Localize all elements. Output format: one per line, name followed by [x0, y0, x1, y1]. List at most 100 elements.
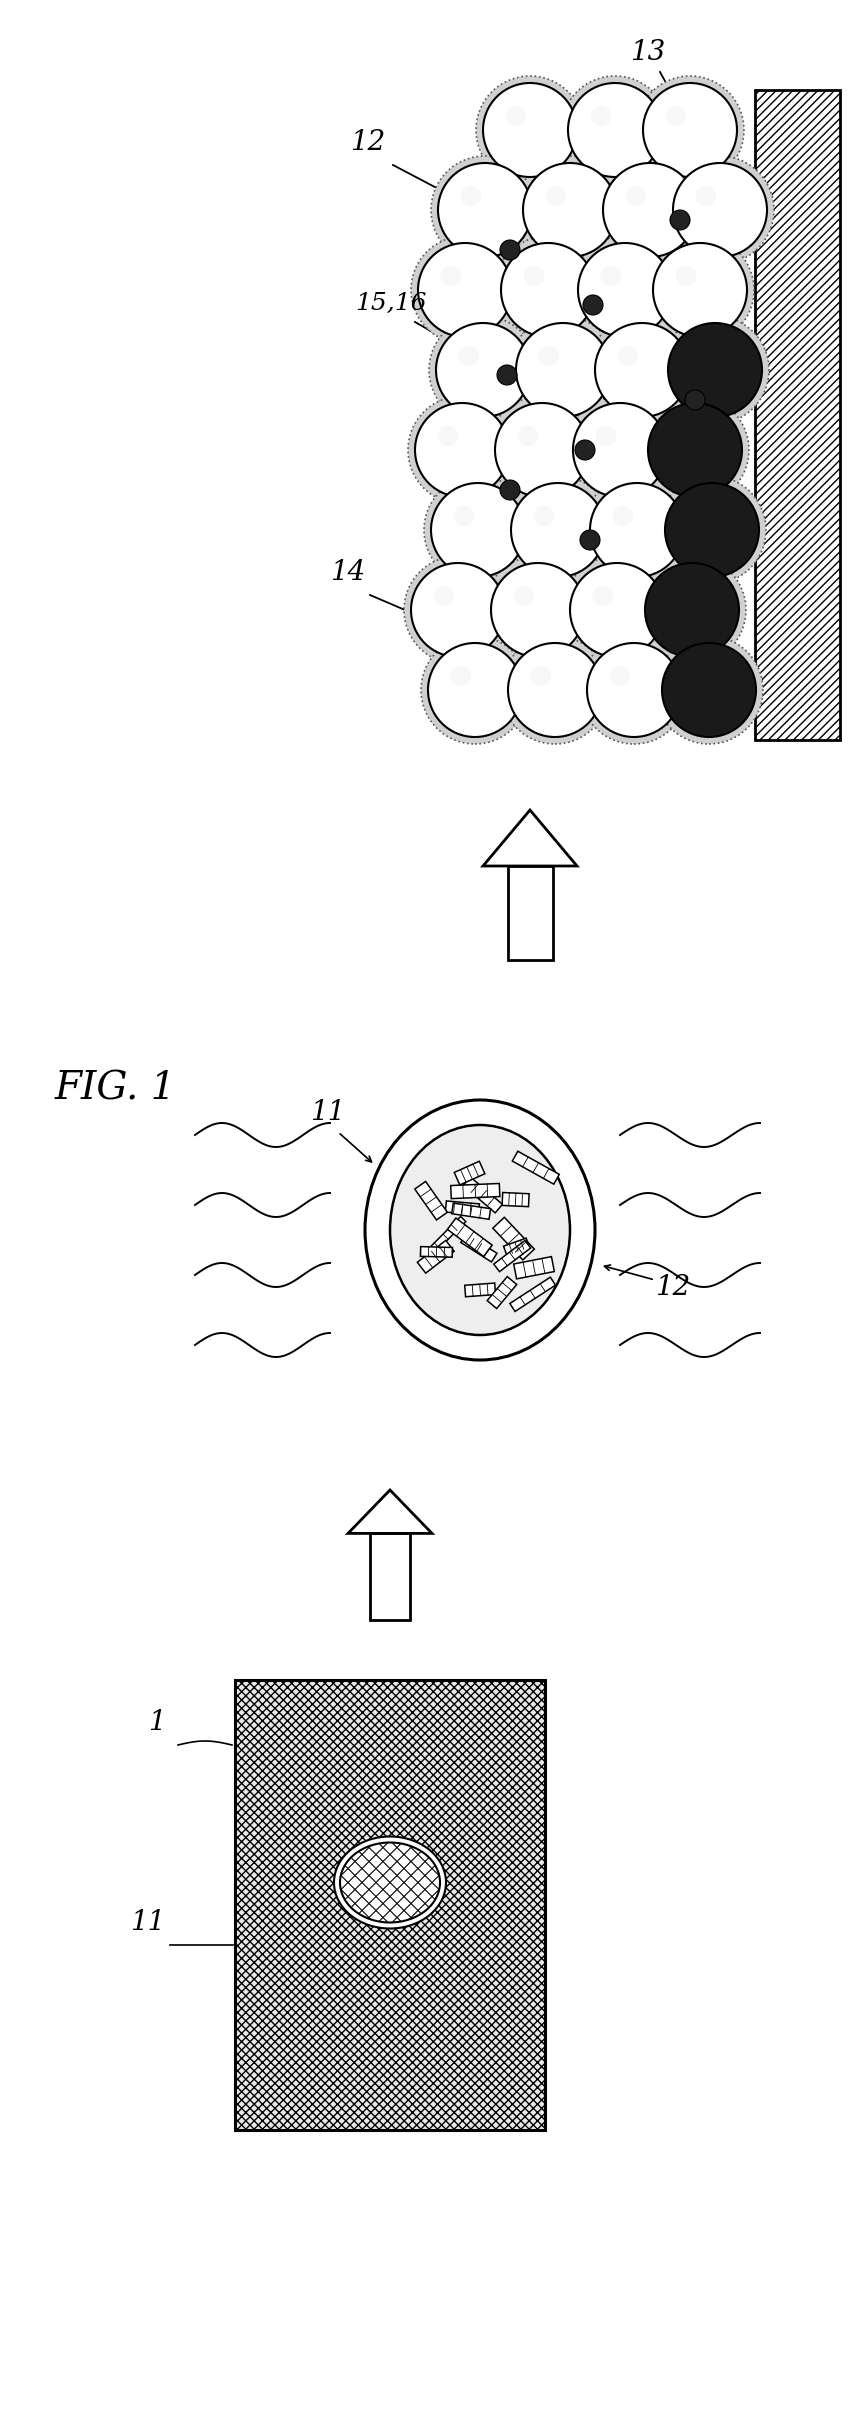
Circle shape	[533, 506, 554, 525]
Circle shape	[430, 482, 524, 578]
Circle shape	[573, 402, 666, 496]
Circle shape	[594, 323, 688, 417]
Circle shape	[665, 106, 685, 125]
Circle shape	[642, 82, 736, 176]
Circle shape	[437, 426, 458, 446]
Bar	[369, 1535, 410, 1619]
Circle shape	[523, 164, 616, 258]
Circle shape	[657, 477, 765, 583]
Circle shape	[635, 77, 743, 183]
Circle shape	[661, 643, 755, 737]
Polygon shape	[348, 1491, 431, 1535]
FancyBboxPatch shape	[502, 1192, 529, 1207]
Circle shape	[609, 665, 629, 687]
Circle shape	[582, 294, 603, 316]
Text: 1: 1	[148, 1708, 165, 1737]
Circle shape	[545, 185, 566, 207]
FancyBboxPatch shape	[503, 1238, 529, 1255]
Circle shape	[523, 265, 543, 287]
Circle shape	[508, 316, 616, 424]
Circle shape	[695, 185, 715, 207]
Circle shape	[487, 395, 595, 503]
Circle shape	[450, 665, 471, 687]
Bar	[507, 865, 553, 961]
Circle shape	[586, 643, 680, 737]
FancyBboxPatch shape	[454, 1161, 484, 1185]
Text: 11: 11	[310, 1099, 345, 1125]
FancyBboxPatch shape	[486, 1277, 516, 1308]
Circle shape	[566, 395, 673, 503]
Circle shape	[460, 185, 480, 207]
Circle shape	[625, 185, 646, 207]
Circle shape	[578, 243, 672, 337]
Circle shape	[675, 265, 696, 287]
FancyBboxPatch shape	[425, 1217, 465, 1257]
Circle shape	[458, 344, 479, 366]
Circle shape	[407, 395, 516, 503]
Circle shape	[569, 564, 663, 658]
Text: 12: 12	[350, 130, 385, 157]
FancyBboxPatch shape	[450, 1183, 499, 1200]
Ellipse shape	[333, 1836, 445, 1930]
FancyBboxPatch shape	[493, 1241, 530, 1272]
FancyBboxPatch shape	[492, 1217, 534, 1260]
Circle shape	[582, 477, 691, 583]
Circle shape	[453, 506, 474, 525]
Circle shape	[424, 477, 531, 583]
Circle shape	[437, 164, 531, 258]
Circle shape	[589, 482, 684, 578]
Text: 14: 14	[330, 559, 365, 585]
Circle shape	[653, 243, 746, 337]
Text: 15,16: 15,16	[355, 291, 426, 316]
Circle shape	[411, 564, 505, 658]
FancyBboxPatch shape	[510, 1277, 554, 1310]
Bar	[235, 1679, 544, 2130]
Circle shape	[507, 643, 601, 737]
Circle shape	[428, 643, 522, 737]
Circle shape	[644, 564, 738, 658]
Circle shape	[483, 556, 592, 665]
Circle shape	[684, 390, 704, 410]
Circle shape	[562, 556, 670, 665]
FancyBboxPatch shape	[461, 1233, 497, 1262]
FancyBboxPatch shape	[462, 1178, 502, 1212]
Circle shape	[411, 236, 518, 344]
Circle shape	[647, 402, 741, 496]
Circle shape	[497, 366, 517, 385]
FancyBboxPatch shape	[513, 1257, 554, 1279]
Circle shape	[600, 265, 621, 287]
Circle shape	[404, 556, 511, 665]
Circle shape	[436, 323, 530, 417]
Circle shape	[603, 164, 697, 258]
Circle shape	[579, 636, 687, 744]
Circle shape	[430, 157, 538, 265]
Text: 13: 13	[629, 39, 665, 65]
Text: FIG. 1: FIG. 1	[55, 1072, 177, 1108]
Circle shape	[516, 157, 623, 265]
FancyBboxPatch shape	[451, 1202, 490, 1219]
Circle shape	[429, 316, 536, 424]
Circle shape	[595, 157, 703, 265]
FancyBboxPatch shape	[414, 1180, 447, 1219]
Circle shape	[672, 164, 766, 258]
Circle shape	[491, 564, 585, 658]
Bar	[754, 89, 839, 740]
Ellipse shape	[389, 1125, 569, 1335]
FancyBboxPatch shape	[445, 1202, 479, 1214]
FancyBboxPatch shape	[420, 1245, 452, 1257]
Circle shape	[660, 316, 768, 424]
Circle shape	[561, 77, 668, 183]
Circle shape	[516, 323, 610, 417]
Ellipse shape	[339, 1843, 439, 1922]
Circle shape	[499, 241, 519, 260]
Circle shape	[530, 665, 550, 687]
Circle shape	[590, 106, 610, 125]
Circle shape	[579, 530, 599, 549]
Ellipse shape	[364, 1101, 594, 1361]
Circle shape	[574, 441, 594, 460]
Circle shape	[517, 426, 537, 446]
Circle shape	[666, 157, 773, 265]
Circle shape	[612, 506, 633, 525]
Circle shape	[494, 402, 588, 496]
Circle shape	[418, 243, 511, 337]
